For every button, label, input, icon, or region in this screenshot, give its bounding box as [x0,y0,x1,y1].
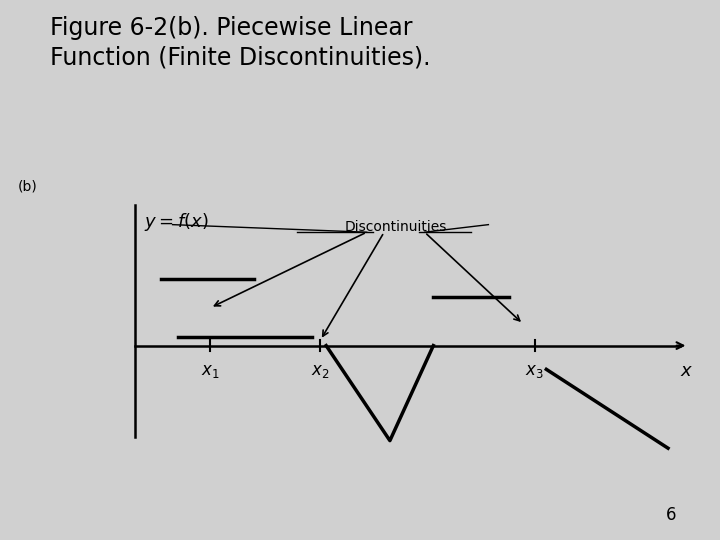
Text: 6: 6 [666,506,677,524]
Text: Discontinuities: Discontinuities [344,220,447,234]
Text: $x_1$: $x_1$ [201,362,220,380]
Text: $x$: $x$ [680,362,693,380]
Text: $x_3$: $x_3$ [526,362,544,380]
Text: $x_2$: $x_2$ [311,362,330,380]
Text: $y = f(x)$: $y = f(x)$ [143,211,208,233]
Text: Figure 6-2(b). Piecewise Linear
Function (Finite Discontinuities).: Figure 6-2(b). Piecewise Linear Function… [50,16,431,70]
Text: (b): (b) [18,179,37,193]
